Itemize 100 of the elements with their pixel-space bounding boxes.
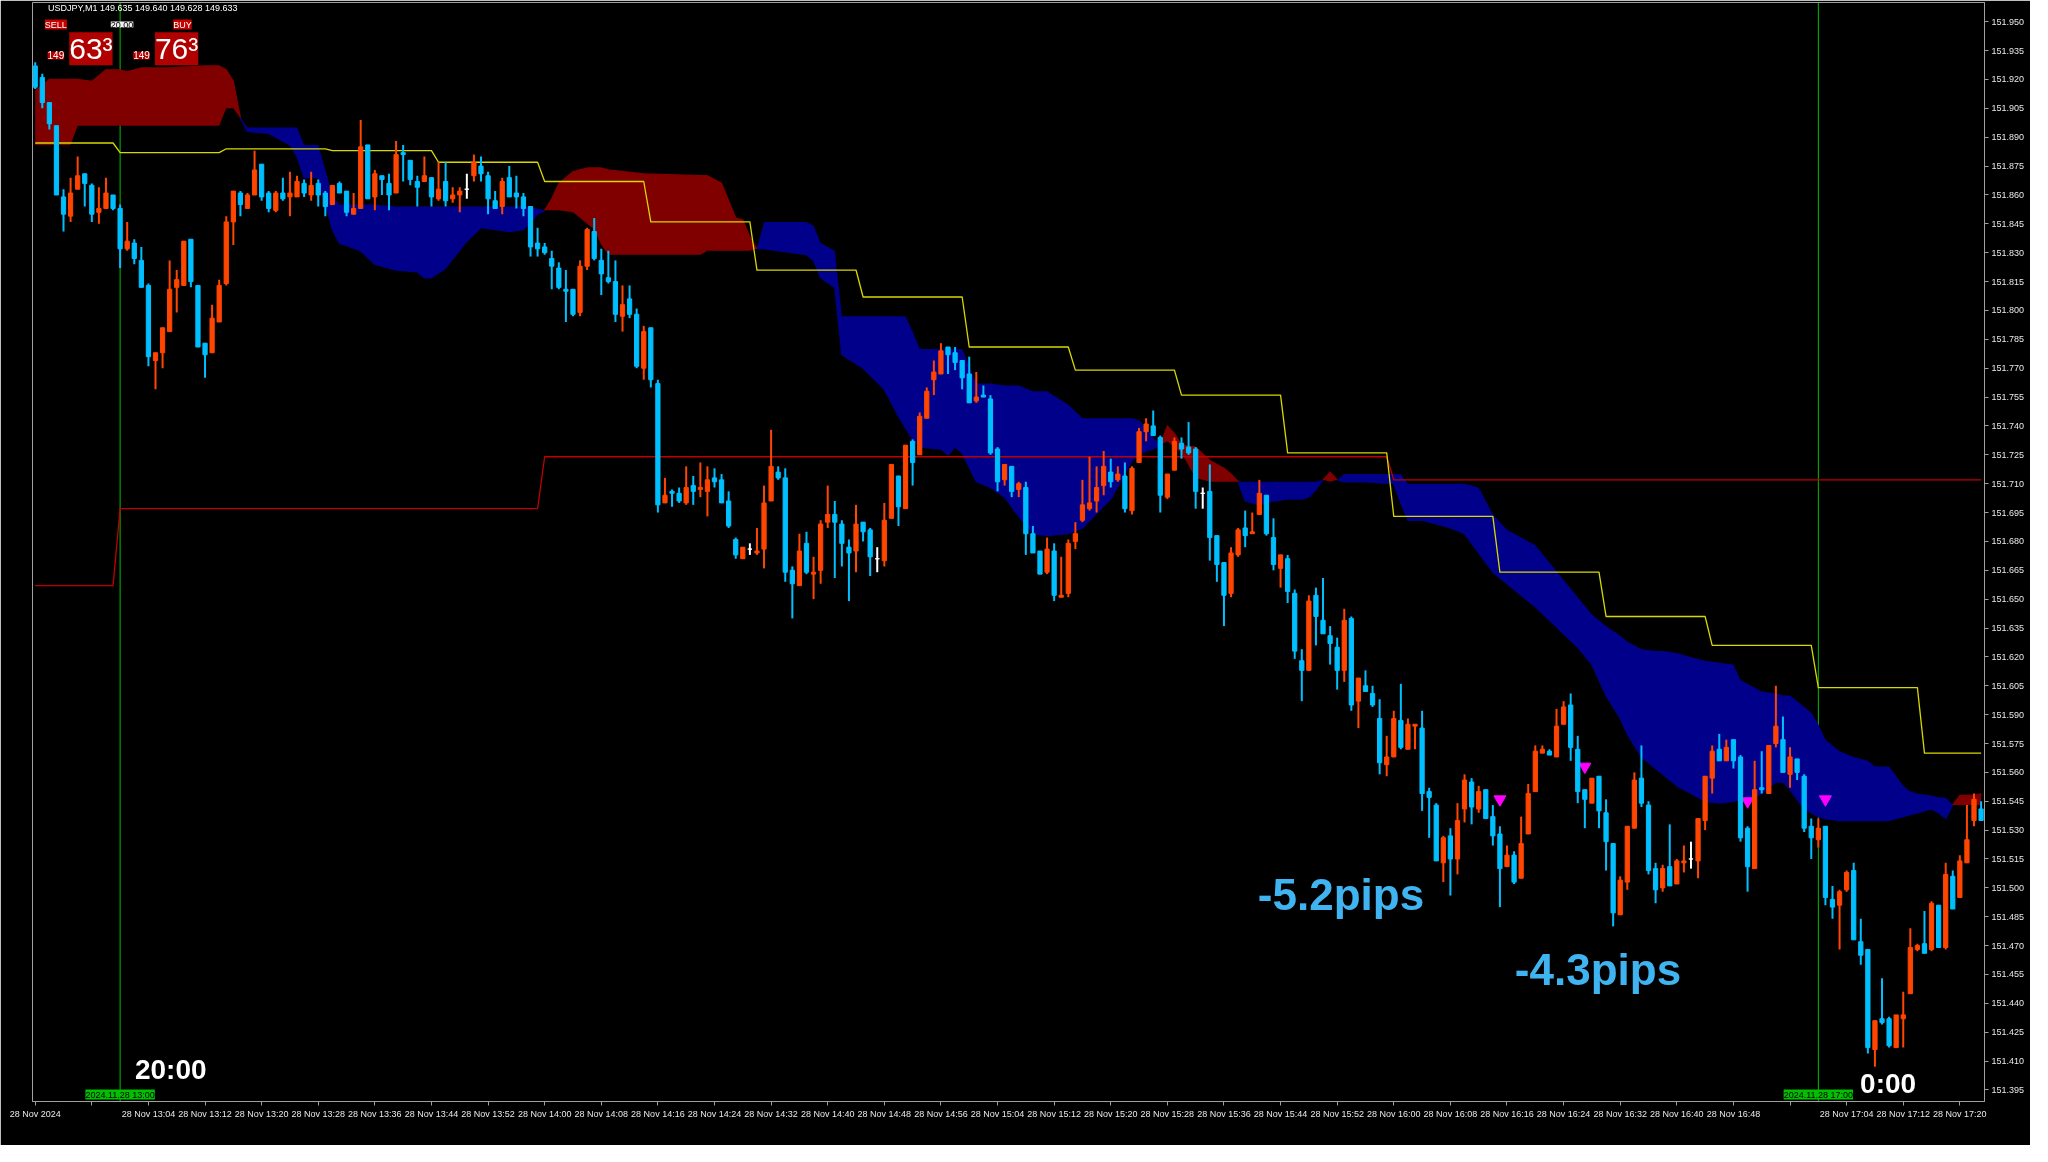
candlestick	[556, 261, 562, 291]
x-tick-label: 28 Nov 13:20	[234, 1108, 289, 1119]
x-tick-label: 28 Nov 16:24	[1536, 1108, 1591, 1119]
annotation: 63³	[69, 32, 113, 66]
candlestick	[1355, 677, 1362, 730]
candlestick	[1815, 817, 1821, 849]
candlestick	[1150, 409, 1156, 437]
y-tick-label: 151.470	[1991, 940, 2025, 951]
x-tick-label: 28 Nov 15:52	[1310, 1108, 1364, 1119]
candlestick	[1072, 521, 1078, 551]
y-tick-label: 151.725	[1991, 449, 2025, 460]
y-tick-label: 151.650	[1991, 594, 2025, 605]
candlestick	[421, 155, 428, 183]
candlestick	[1320, 576, 1326, 635]
candlestick	[662, 476, 668, 504]
candlestick	[75, 155, 81, 191]
y-tick-label: 151.440	[1991, 998, 2025, 1009]
x-tick-label: 28 Nov 15:44	[1253, 1108, 1308, 1119]
candlestick	[1058, 555, 1064, 599]
x-tick-label: 28 Nov 16:00	[1367, 1108, 1421, 1119]
candlestick	[1093, 465, 1100, 514]
candlestick	[131, 238, 137, 266]
candlestick	[754, 526, 760, 556]
candlestick	[789, 565, 795, 620]
y-tick-label: 151.590	[1991, 709, 2025, 720]
candlestick	[1334, 636, 1340, 691]
candlestick	[32, 61, 38, 91]
candlestick	[379, 174, 385, 196]
candlestick	[1101, 449, 1107, 497]
x-tick-label: 28 Nov 16:48	[1706, 1108, 1761, 1119]
candlestick	[1362, 669, 1369, 693]
candlestick	[442, 161, 449, 208]
candlestick	[733, 536, 739, 560]
candlestick	[386, 172, 392, 212]
candlestick	[1504, 844, 1510, 868]
y-tick-label: 151.770	[1991, 363, 2025, 374]
candlestick	[1313, 586, 1319, 647]
candlestick	[478, 155, 484, 183]
candlestick	[1688, 840, 1694, 870]
y-tick-label: 151.545	[1991, 796, 2025, 807]
candlestick	[697, 461, 703, 499]
candlestick	[1384, 734, 1390, 778]
candlestick	[1044, 536, 1050, 576]
y-tick-label: 151.755	[1991, 392, 2025, 403]
candlestick	[910, 438, 916, 487]
candlestick	[280, 176, 286, 202]
y-tick-label: 151.935	[1991, 45, 2025, 56]
y-tick-label: 151.890	[1991, 132, 2025, 143]
candlestick	[1723, 738, 1729, 762]
y-tick-label: 151.815	[1991, 276, 2025, 287]
candlestick	[266, 190, 272, 214]
candlestick	[520, 192, 527, 218]
candlestick	[407, 159, 413, 187]
candlestick	[400, 143, 406, 183]
x-tick-label: 28 Nov 15:04	[970, 1108, 1025, 1119]
x-tick-label: 28 Nov 14:08	[574, 1108, 629, 1119]
y-tick-label: 151.800	[1991, 305, 2025, 316]
x-tick-label: 28 Nov 16:16	[1480, 1108, 1534, 1119]
candlestick	[152, 351, 159, 391]
candlestick	[1660, 863, 1666, 893]
candlestick	[351, 192, 357, 216]
y-tick-label: 151.425	[1991, 1027, 2025, 1038]
x-tick-label: 28 Nov 14:32	[744, 1108, 798, 1119]
candlestick	[1249, 511, 1255, 535]
y-tick-label: 151.785	[1991, 334, 2025, 345]
y-tick-label: 151.665	[1991, 565, 2025, 576]
candlestick	[1277, 553, 1284, 589]
x-tick-label: 28 Nov 17:12	[1876, 1108, 1931, 1119]
chart-title: USDJPY,M1 149.635 149.640 149.628 149.633	[48, 3, 238, 14]
annotation: BUY	[173, 19, 192, 30]
x-tick-label: 28 Nov 16:32	[1593, 1108, 1647, 1119]
candlestick	[605, 249, 611, 285]
y-tick-label: 151.950	[1991, 16, 2025, 27]
candlestick	[506, 165, 512, 198]
x-tick-label: 28 Nov 17:04	[1819, 1108, 1874, 1119]
candlestick	[428, 176, 435, 208]
candlestick	[598, 247, 604, 297]
candlestick	[683, 465, 689, 506]
y-tick-label: 151.710	[1991, 478, 2025, 489]
y-tick-label: 151.830	[1991, 247, 2025, 258]
candlestick	[626, 284, 633, 320]
annotation: 20:00	[134, 1054, 207, 1086]
candlestick	[839, 519, 845, 568]
y-tick-label: 151.680	[1991, 536, 2025, 547]
x-tick-label: 28 Nov 14:40	[800, 1108, 855, 1119]
y-tick-label: 151.905	[1991, 103, 2025, 114]
x-tick-label: 28 Nov 13:44	[404, 1108, 459, 1119]
candlestick	[1829, 884, 1836, 920]
annotation: -5.2pips	[1257, 870, 1425, 920]
x-tick-label: 28 Nov 14:16	[631, 1108, 685, 1119]
candlestick	[1978, 800, 1984, 822]
candlestick	[322, 190, 328, 218]
x-tick-label: 28 Nov 17:20	[1933, 1108, 1987, 1119]
candlestick	[549, 249, 555, 291]
y-tick-label: 151.485	[1991, 911, 2025, 922]
annotation: SELL	[44, 19, 67, 30]
candlestick	[457, 186, 463, 214]
candlestick	[1759, 750, 1765, 795]
ref-line-label: 2024.11.28 13:00	[85, 1089, 155, 1100]
candlestick	[372, 168, 378, 212]
